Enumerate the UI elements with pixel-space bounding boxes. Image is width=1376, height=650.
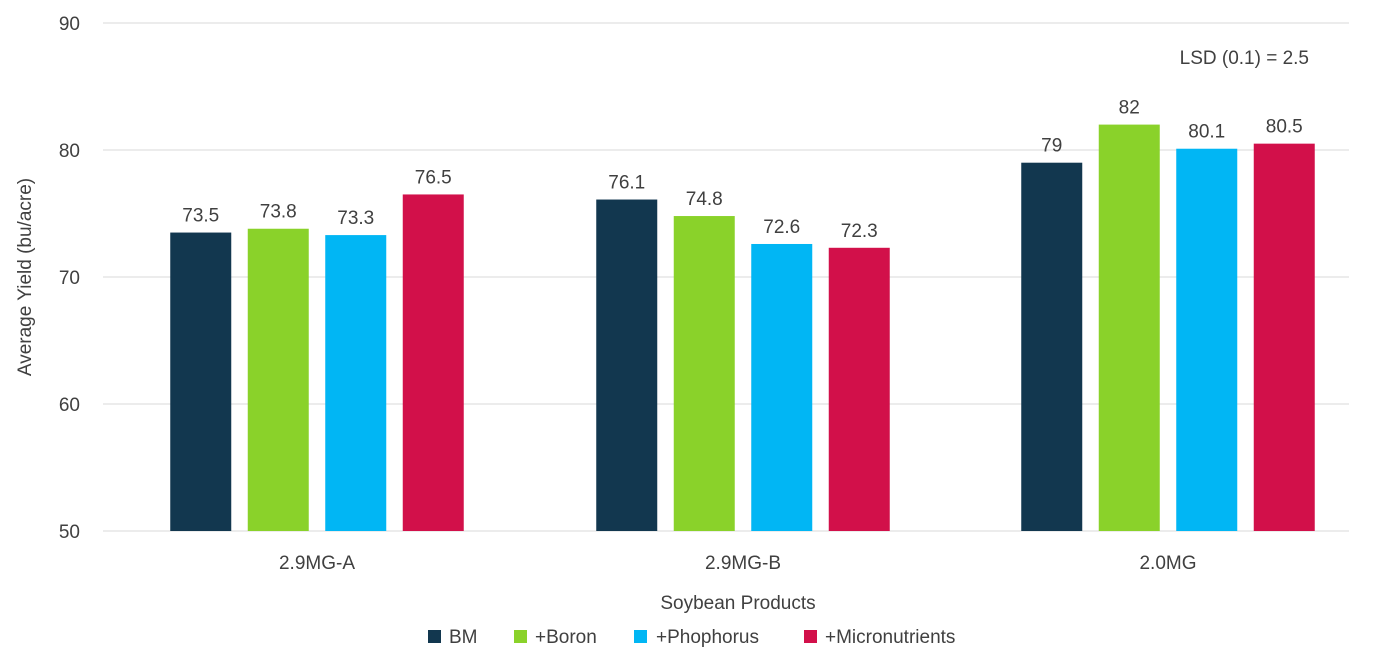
lsd-annotation: LSD (0.1) = 2.5 — [1180, 48, 1309, 69]
data-label: 80.5 — [1266, 117, 1303, 138]
data-labels: 73.5 73.8 73.3 76.5 76.1 74.8 72.6 72.3 79 82 80.1… — [182, 98, 1302, 242]
bar-boron-2-9mg-a — [247, 228, 309, 532]
x-category-label: 2.0MG — [1139, 553, 1196, 574]
legend-swatch — [634, 630, 647, 643]
y-axis-title: Average Yield (bu/acre) — [15, 178, 36, 376]
data-label: 72.3 — [841, 221, 878, 242]
bar-phophorus-2-9mg-b — [751, 243, 813, 532]
bar-phophorus-2-9mg-a — [325, 235, 387, 531]
bar-bm-2-9mg-a — [170, 232, 232, 532]
bar-boron-2-0mg — [1098, 124, 1160, 531]
y-tick-label: 70 — [59, 268, 80, 289]
bar-bm-2-9mg-b — [596, 199, 658, 531]
data-label: 72.6 — [763, 217, 800, 238]
x-axis-title: Soybean Products — [660, 593, 815, 614]
data-label: 82 — [1119, 98, 1140, 119]
bar-boron-2-9mg-b — [673, 216, 735, 532]
legend-swatch — [514, 630, 527, 643]
legend-swatch — [428, 630, 441, 643]
bar-bm-2-0mg — [1021, 162, 1083, 531]
x-category-label: 2.9MG-A — [279, 553, 355, 574]
y-axis-ticks: 50 60 70 80 90 — [59, 14, 80, 543]
bar-micronutrients-2-9mg-b — [828, 247, 890, 532]
data-label: 73.5 — [182, 206, 219, 227]
y-tick-label: 50 — [59, 522, 80, 543]
x-axis-categories: 2.9MG-A 2.9MG-B 2.0MG — [279, 553, 1197, 574]
y-tick-label: 80 — [59, 141, 80, 162]
data-label: 73.3 — [337, 208, 374, 229]
data-label: 76.1 — [608, 173, 645, 194]
data-label: 80.1 — [1188, 122, 1225, 143]
bar-phophorus-2-0mg — [1176, 148, 1238, 532]
bars — [170, 124, 1315, 532]
bar-micronutrients-2-9mg-a — [402, 194, 464, 531]
data-label: 73.8 — [260, 202, 297, 223]
y-tick-label: 60 — [59, 395, 80, 416]
legend: BM +Boron +Phophorus +Micronutrients — [428, 627, 955, 648]
bar-micronutrients-2-0mg — [1253, 143, 1315, 531]
x-category-label: 2.9MG-B — [705, 553, 781, 574]
legend-label: +Micronutrients — [825, 627, 955, 648]
legend-label: +Boron — [535, 627, 597, 648]
data-label: 76.5 — [415, 167, 452, 188]
legend-label: +Phophorus — [656, 627, 759, 648]
data-label: 79 — [1041, 136, 1062, 157]
legend-swatch — [804, 630, 817, 643]
legend-label: BM — [449, 627, 478, 648]
data-label: 74.8 — [686, 189, 723, 210]
y-tick-label: 90 — [59, 14, 80, 35]
